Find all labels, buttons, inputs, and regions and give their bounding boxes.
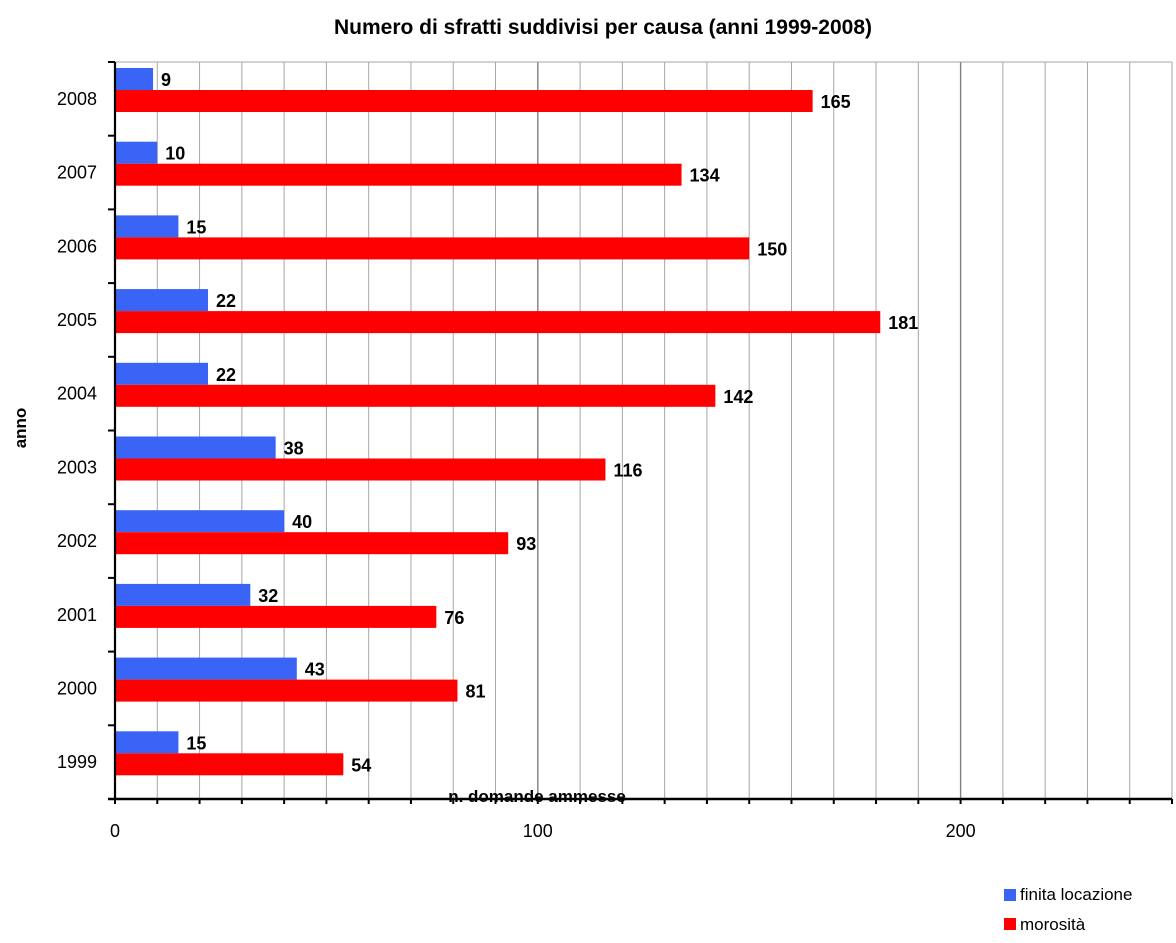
labels: 1554199943812000327620014093200238116200… bbox=[57, 70, 976, 841]
y-tick-label-1999: 1999 bbox=[57, 752, 97, 772]
bar-finita-locazione-2008 bbox=[116, 68, 154, 90]
bar-morosita-2004 bbox=[116, 384, 716, 407]
y-tick-label-2005: 2005 bbox=[57, 310, 97, 330]
data-label-finita-locazione-2001: 32 bbox=[258, 586, 278, 606]
y-tick-label-2008: 2008 bbox=[57, 89, 97, 109]
legend-label-morosita: morosità bbox=[1020, 915, 1086, 934]
x-tick-label-0: 0 bbox=[110, 821, 120, 841]
bar-finita-locazione-2006 bbox=[116, 215, 179, 238]
x-tick-label-100: 100 bbox=[523, 821, 553, 841]
data-label-finita-locazione-2004: 22 bbox=[216, 365, 236, 385]
bar-morosita-2007 bbox=[116, 163, 682, 186]
data-label-morosita-1999: 54 bbox=[351, 755, 371, 775]
data-label-finita-locazione-2002: 40 bbox=[292, 512, 312, 532]
y-tick-label-2004: 2004 bbox=[57, 384, 97, 404]
bar-morosita-2005 bbox=[116, 311, 881, 334]
y-tick-label-2007: 2007 bbox=[57, 163, 97, 183]
data-label-morosita-2000: 81 bbox=[465, 682, 485, 702]
bar-finita-locazione-2001 bbox=[116, 583, 251, 606]
y-tick-label-2003: 2003 bbox=[57, 457, 97, 477]
bar-morosita-2003 bbox=[116, 458, 606, 481]
data-label-finita-locazione-2006: 15 bbox=[186, 217, 206, 237]
data-label-morosita-2007: 134 bbox=[690, 166, 720, 186]
data-label-morosita-2008: 165 bbox=[821, 92, 851, 112]
bar-morosita-2006 bbox=[116, 237, 750, 260]
data-label-morosita-2002: 93 bbox=[516, 534, 536, 554]
legend-label-finita-locazione: finita locazione bbox=[1020, 885, 1132, 904]
data-label-morosita-2003: 116 bbox=[613, 461, 642, 481]
bar-finita-locazione-1999 bbox=[116, 731, 179, 754]
legend-swatch-morosita bbox=[1004, 918, 1016, 930]
bar-finita-locazione-2005 bbox=[116, 289, 209, 312]
legend-swatch-finita-locazione bbox=[1004, 889, 1016, 901]
y-tick-label-2002: 2002 bbox=[57, 531, 97, 551]
bar-morosita-2001 bbox=[116, 605, 437, 628]
x-tick-label-200: 200 bbox=[946, 821, 976, 841]
legend: finita locazione morosità bbox=[1004, 885, 1132, 934]
bar-morosita-2000 bbox=[116, 679, 458, 702]
bar-morosita-2008 bbox=[116, 90, 813, 112]
bars bbox=[116, 68, 881, 776]
data-label-morosita-2001: 76 bbox=[444, 608, 464, 628]
bar-finita-locazione-2000 bbox=[116, 657, 297, 680]
data-label-finita-locazione-2005: 22 bbox=[216, 291, 236, 311]
data-label-morosita-2006: 150 bbox=[757, 239, 787, 259]
bar-morosita-2002 bbox=[116, 532, 509, 555]
y-tick-label-2001: 2001 bbox=[57, 605, 97, 625]
data-label-finita-locazione-2000: 43 bbox=[305, 660, 325, 680]
x-axis-title: n. domande ammesse bbox=[448, 787, 626, 806]
data-label-finita-locazione-2003: 38 bbox=[284, 439, 304, 459]
data-label-finita-locazione-2007: 10 bbox=[165, 144, 185, 164]
bar-finita-locazione-2004 bbox=[116, 362, 209, 385]
bar-morosita-1999 bbox=[116, 753, 344, 776]
axes bbox=[108, 61, 1173, 804]
y-tick-label-2000: 2000 bbox=[57, 678, 97, 698]
bar-finita-locazione-2007 bbox=[116, 141, 158, 164]
bar-finita-locazione-2002 bbox=[116, 510, 285, 533]
data-label-morosita-2004: 142 bbox=[723, 387, 753, 407]
bar-finita-locazione-2003 bbox=[116, 436, 276, 459]
data-label-finita-locazione-1999: 15 bbox=[186, 733, 206, 753]
chart-title: Numero di sfratti suddivisi per causa (a… bbox=[334, 16, 872, 39]
data-label-finita-locazione-2008: 9 bbox=[161, 70, 171, 90]
data-label-morosita-2005: 181 bbox=[888, 313, 918, 333]
y-axis-title: anno bbox=[11, 408, 30, 449]
y-tick-label-2006: 2006 bbox=[57, 236, 97, 256]
